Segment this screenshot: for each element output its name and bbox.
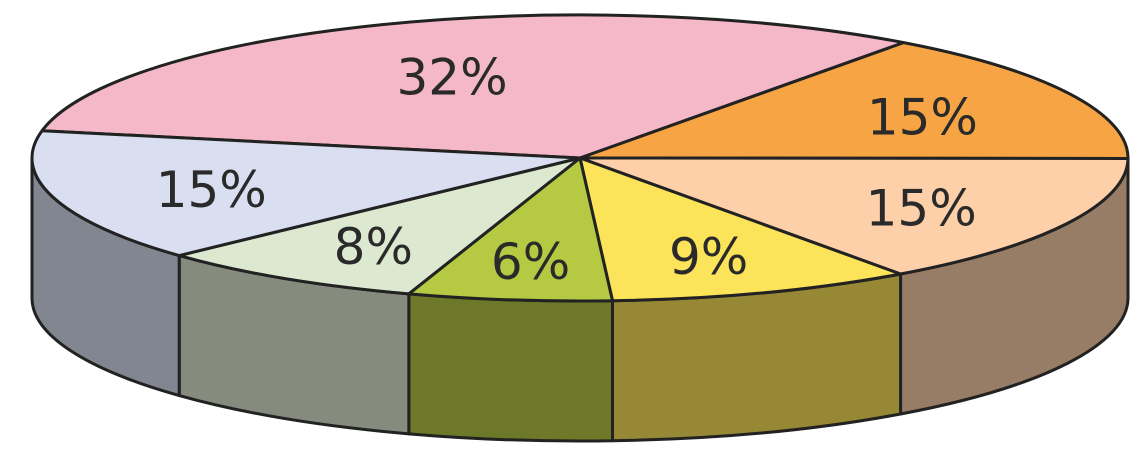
- slice: [177, 156, 582, 296]
- slice-label: 6%: [491, 233, 570, 291]
- slice: [578, 156, 903, 303]
- slice-label: 15%: [866, 179, 977, 237]
- slice-label: 32%: [396, 48, 507, 106]
- slice-label: 15%: [156, 161, 267, 219]
- slice-label: 9%: [669, 228, 748, 286]
- slice-label: 15%: [867, 88, 978, 146]
- slice: [30, 129, 582, 258]
- slice: [578, 41, 1130, 160]
- slice: [578, 156, 1130, 276]
- slice-side: [407, 292, 614, 443]
- slice-label: 8%: [334, 218, 413, 276]
- slice: [40, 13, 906, 160]
- slice: [407, 156, 614, 303]
